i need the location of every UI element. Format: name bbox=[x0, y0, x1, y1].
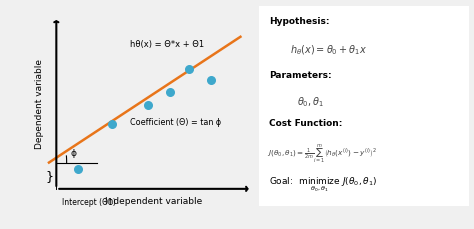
Text: Independent variable: Independent variable bbox=[105, 196, 202, 205]
Point bbox=[207, 79, 215, 83]
Text: $J(\theta_0, \theta_1) = \frac{1}{2m}\sum_{i=1}^{m}\left(h_{\theta}(x^{(i)}) - y: $J(\theta_0, \theta_1) = \frac{1}{2m}\su… bbox=[267, 142, 378, 165]
Text: Intercept (Θ1): Intercept (Θ1) bbox=[62, 197, 116, 206]
Text: Cost Function:: Cost Function: bbox=[269, 118, 343, 127]
Point bbox=[145, 104, 152, 108]
Text: Parameters:: Parameters: bbox=[269, 71, 332, 80]
Text: $h_{\theta}(x) = \theta_0 + \theta_1 x$: $h_{\theta}(x) = \theta_0 + \theta_1 x$ bbox=[291, 43, 367, 56]
Text: Dependent variable: Dependent variable bbox=[35, 59, 44, 148]
Point bbox=[185, 68, 192, 71]
Text: $\theta_0, \theta_1$: $\theta_0, \theta_1$ bbox=[297, 95, 324, 108]
Text: ϕ: ϕ bbox=[70, 148, 76, 157]
Text: Hypothesis:: Hypothesis: bbox=[269, 17, 330, 26]
Text: hθ(x) = Θ*x + Θ1: hθ(x) = Θ*x + Θ1 bbox=[130, 40, 204, 49]
Text: }: } bbox=[46, 169, 54, 183]
Text: Coefficient (Θ) = tan ϕ: Coefficient (Θ) = tan ϕ bbox=[130, 117, 221, 126]
Point bbox=[108, 122, 115, 126]
Text: Goal:  $\underset{\theta_0,\theta_1}{\mathrm{minimize}}\ J(\theta_0, \theta_1)$: Goal: $\underset{\theta_0,\theta_1}{\mat… bbox=[269, 174, 378, 193]
Point bbox=[167, 90, 174, 94]
Point bbox=[74, 168, 82, 172]
